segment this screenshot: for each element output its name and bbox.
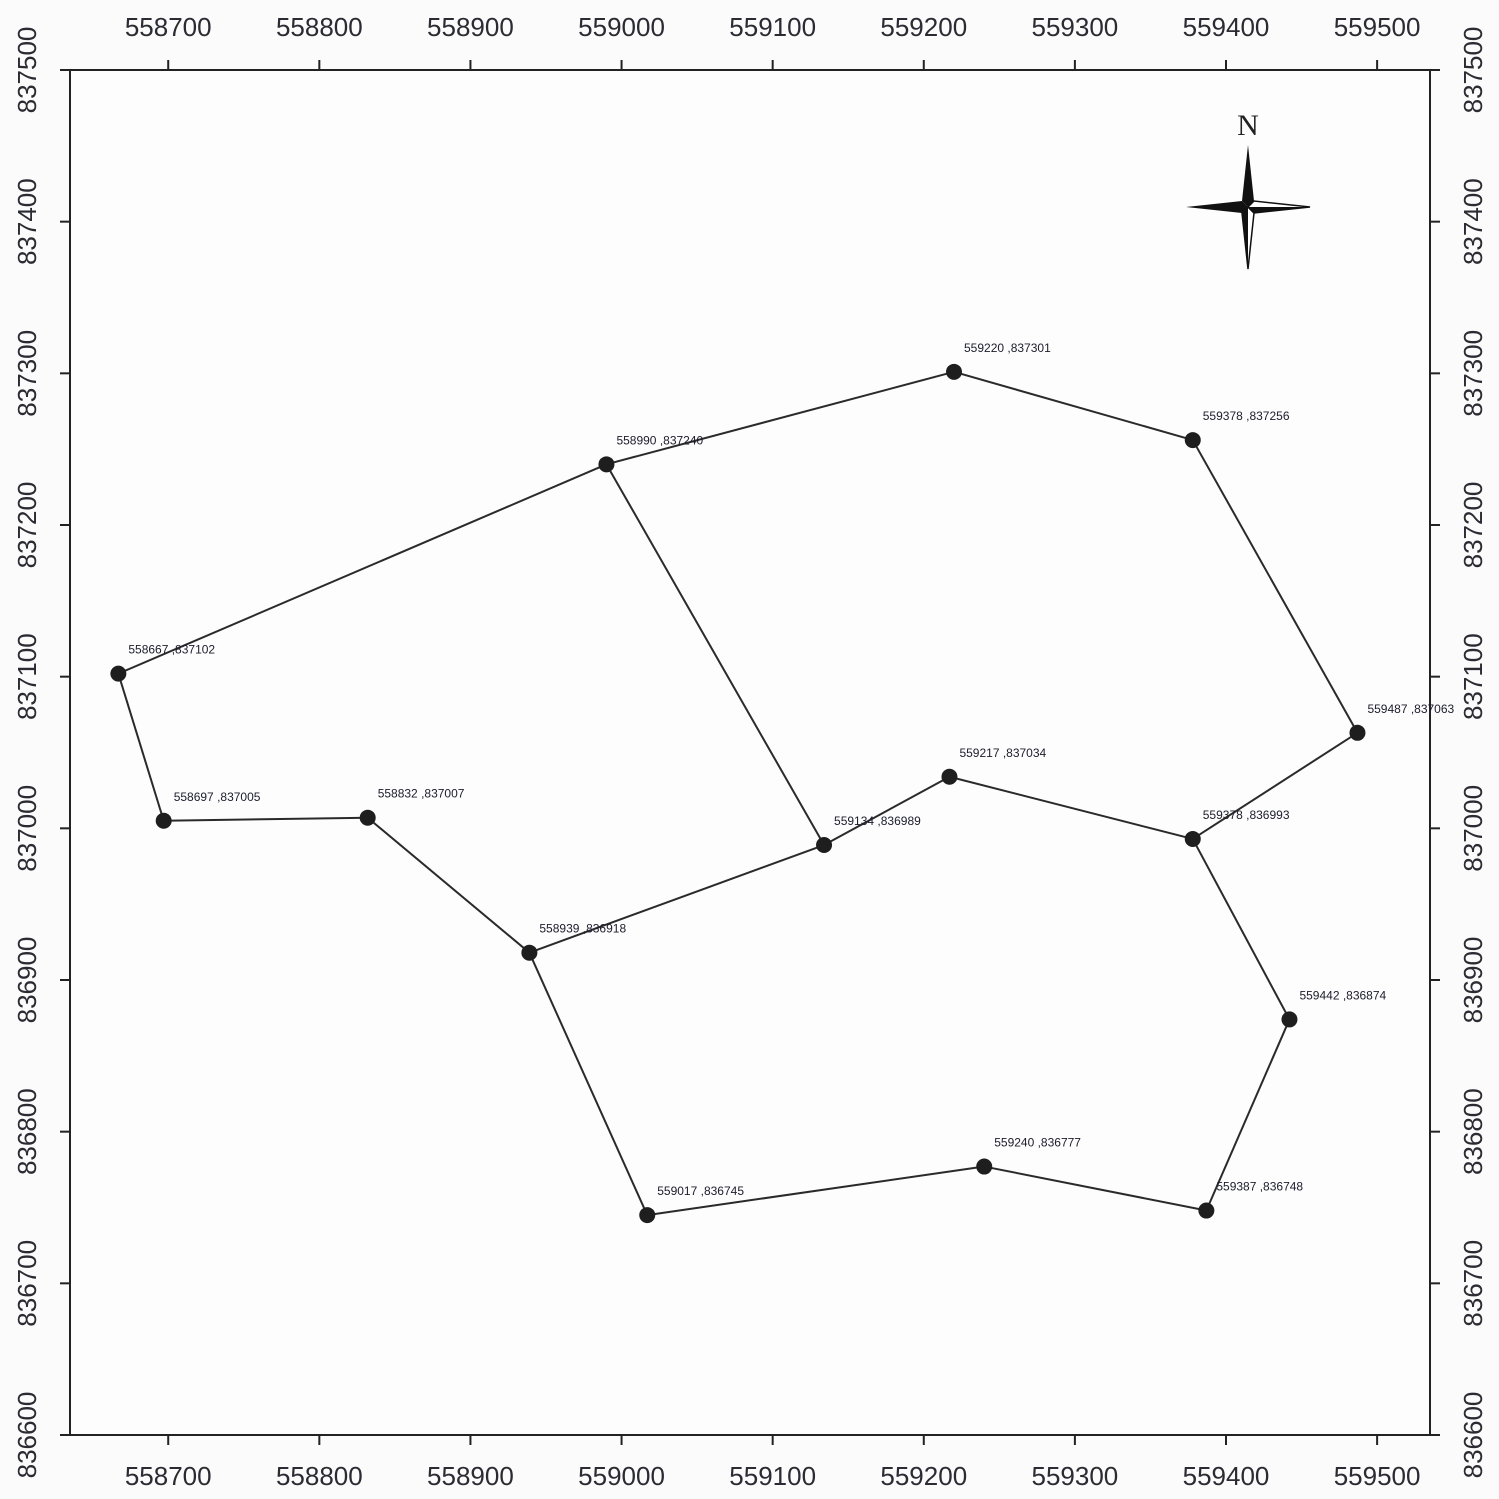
survey-point-label: 559442 ,836874 <box>1299 988 1386 1002</box>
y-tick-label-left: 837500 <box>12 27 42 114</box>
survey-point-marker <box>1185 432 1201 448</box>
survey-point-label: 558939 ,836918 <box>539 922 626 936</box>
survey-point-label: 559387 ,836748 <box>1216 1180 1303 1194</box>
survey-point-marker <box>360 810 376 826</box>
y-tick-label-right: 836700 <box>1458 1240 1488 1327</box>
y-tick-label-left: 837100 <box>12 633 42 720</box>
map-frame <box>70 70 1430 1435</box>
y-tick-label-left: 837300 <box>12 330 42 417</box>
survey-point-label: 558697 ,837005 <box>174 790 261 804</box>
x-tick-label-bottom: 559300 <box>1032 1461 1119 1491</box>
survey-point-marker <box>521 945 537 961</box>
survey-point-marker <box>1349 725 1365 741</box>
survey-point-label: 558667 ,837102 <box>128 643 215 657</box>
x-tick-label-top: 559500 <box>1334 12 1421 42</box>
y-tick-label-right: 837400 <box>1458 178 1488 265</box>
survey-point-marker <box>816 837 832 853</box>
survey-point-marker <box>156 813 172 829</box>
y-tick-label-left: 836700 <box>12 1240 42 1327</box>
x-tick-label-bottom: 559500 <box>1334 1461 1421 1491</box>
survey-point-label: 559017 ,836745 <box>657 1184 744 1198</box>
survey-point-marker <box>110 666 126 682</box>
survey-point-label: 558832 ,837007 <box>378 787 465 801</box>
survey-point-marker <box>1281 1011 1297 1027</box>
x-tick-label-bottom: 559400 <box>1183 1461 1270 1491</box>
y-tick-label-left: 836600 <box>12 1392 42 1479</box>
survey-point-marker <box>1198 1203 1214 1219</box>
survey-point-label: 559487 ,837063 <box>1367 702 1454 716</box>
y-tick-label-right: 837300 <box>1458 330 1488 417</box>
x-tick-label-bottom: 558900 <box>427 1461 514 1491</box>
x-tick-label-top: 559300 <box>1032 12 1119 42</box>
y-tick-label-left: 837200 <box>12 482 42 569</box>
x-tick-label-bottom: 559200 <box>880 1461 967 1491</box>
x-tick-label-bottom: 559000 <box>578 1461 665 1491</box>
x-tick-label-top: 558800 <box>276 12 363 42</box>
survey-point-marker <box>941 769 957 785</box>
survey-point-label: 559240 ,836777 <box>994 1136 1081 1150</box>
survey-point-label: 559378 ,836993 <box>1203 808 1290 822</box>
x-tick-label-top: 558900 <box>427 12 514 42</box>
x-tick-label-top: 559200 <box>880 12 967 42</box>
x-tick-label-top: 558700 <box>125 12 212 42</box>
survey-point-label: 558990 ,837240 <box>616 433 703 447</box>
survey-point-marker <box>598 456 614 472</box>
survey-point-marker <box>1185 831 1201 847</box>
survey-point-label: 559378 ,837256 <box>1203 409 1290 423</box>
y-tick-label-right: 837100 <box>1458 633 1488 720</box>
x-tick-label-bottom: 559100 <box>729 1461 816 1491</box>
y-tick-label-right: 837000 <box>1458 785 1488 872</box>
y-tick-label-right: 836800 <box>1458 1088 1488 1175</box>
survey-point-marker <box>639 1207 655 1223</box>
y-tick-label-right: 836600 <box>1458 1392 1488 1479</box>
survey-point-marker <box>946 364 962 380</box>
y-tick-label-right: 837200 <box>1458 482 1488 569</box>
y-tick-label-right: 837500 <box>1458 27 1488 114</box>
survey-point-label: 559134 ,836989 <box>834 814 921 828</box>
y-tick-label-left: 837000 <box>12 785 42 872</box>
survey-point-label: 559220 ,837301 <box>964 341 1051 355</box>
y-tick-label-left: 836800 <box>12 1088 42 1175</box>
survey-point-marker <box>976 1159 992 1175</box>
x-tick-label-top: 559400 <box>1183 12 1270 42</box>
y-tick-label-right: 836900 <box>1458 937 1488 1024</box>
north-label: N <box>1237 109 1259 142</box>
x-tick-label-bottom: 558700 <box>125 1461 212 1491</box>
survey-point-label: 559217 ,837034 <box>959 746 1046 760</box>
y-tick-label-left: 836900 <box>12 937 42 1024</box>
y-tick-label-left: 837400 <box>12 178 42 265</box>
x-tick-label-bottom: 558800 <box>276 1461 363 1491</box>
x-tick-label-top: 559100 <box>729 12 816 42</box>
x-tick-label-top: 559000 <box>578 12 665 42</box>
